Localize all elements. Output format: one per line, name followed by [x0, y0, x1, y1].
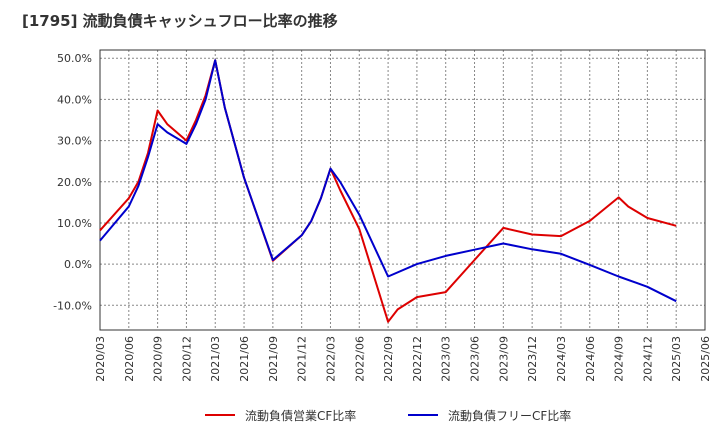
y-tick-label: 20.0%: [57, 176, 92, 189]
x-tick-label: 2024/12: [641, 336, 654, 382]
legend-label-2: 流動負債フリーCF比率: [448, 408, 571, 423]
x-tick-label: 2022/03: [324, 336, 337, 382]
legend-label-1: 流動負債営業CF比率: [245, 408, 356, 423]
x-tick-label: 2021/09: [267, 336, 280, 382]
x-tick-label: 2020/03: [94, 336, 107, 382]
x-tick-label: 2020/09: [152, 336, 165, 382]
chart-title: [1795] 流動負債キャッシュフロー比率の推移: [22, 12, 338, 30]
series-line-2: [99, 59, 677, 303]
plot-area: [100, 50, 705, 330]
y-tick-label: 40.0%: [57, 93, 92, 106]
x-tick-label: 2025/06: [699, 336, 712, 382]
y-tick-label: 50.0%: [57, 52, 92, 65]
x-tick-label: 2023/12: [526, 336, 539, 382]
x-tick-label: 2021/12: [296, 336, 309, 382]
x-tick-label: 2022/09: [382, 336, 395, 382]
x-tick-label: 2020/06: [123, 336, 136, 382]
x-tick-label: 2021/06: [238, 336, 251, 382]
x-tick-label: 2022/12: [411, 336, 424, 382]
x-tick-label: 2023/03: [440, 336, 453, 382]
x-tick-label: 2021/03: [209, 336, 222, 382]
plot-frame: [99, 49, 706, 331]
x-tick-label: 2023/09: [497, 336, 510, 382]
x-tick-label: 2024/09: [613, 336, 626, 382]
y-tick-label: 30.0%: [57, 135, 92, 148]
x-tick-label: 2024/06: [584, 336, 597, 382]
x-tick-label: 2025/03: [670, 336, 683, 382]
x-tick-label: 2022/06: [353, 336, 366, 382]
x-tick-label: 2020/12: [180, 336, 193, 382]
y-tick-label: 10.0%: [57, 217, 92, 230]
x-tick-label: 2023/06: [469, 336, 482, 382]
y-tick-label: -10.0%: [53, 299, 92, 312]
y-tick-label: 0.0%: [64, 258, 92, 271]
x-tick-label: 2024/03: [555, 336, 568, 382]
